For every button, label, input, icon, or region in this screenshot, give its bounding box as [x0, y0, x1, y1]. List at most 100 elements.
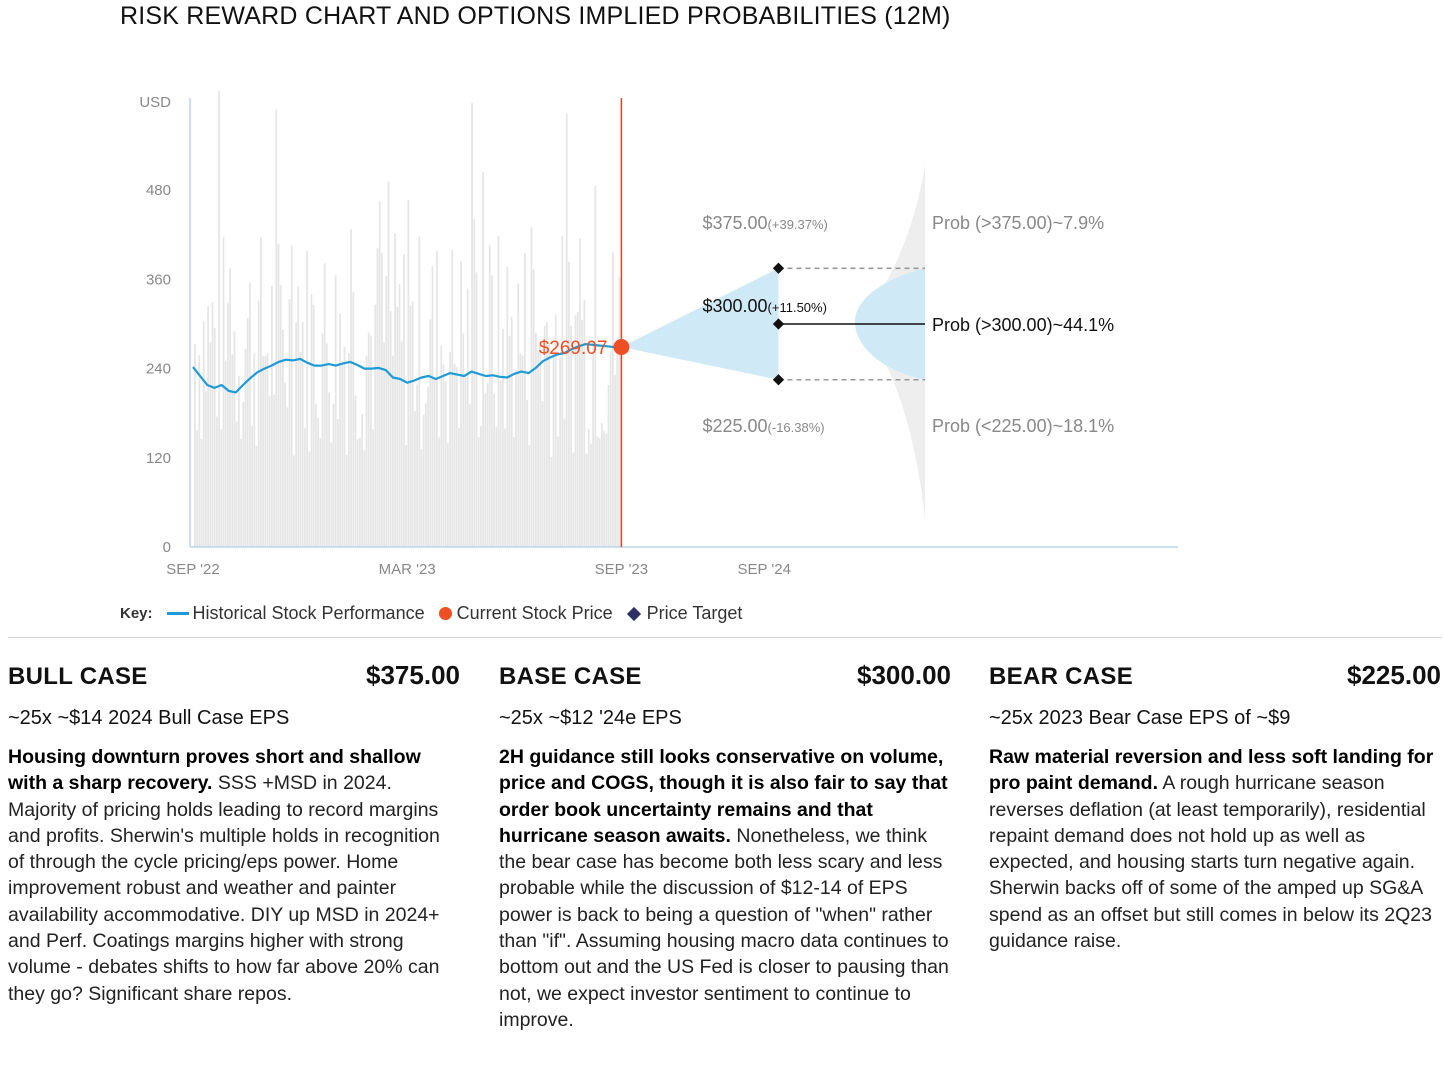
chart-labels: $269.07 $375.00(+39.37%) Prob (>375.00)~7.… — [539, 213, 1114, 436]
y-tick-label: 360 — [146, 271, 171, 288]
volume-bar — [328, 392, 330, 547]
volume-bar — [207, 305, 209, 547]
volume-bar — [306, 250, 308, 547]
volume-bar — [275, 109, 278, 547]
volume-bar — [484, 393, 487, 547]
bear-case-price: $225.00 — [1347, 660, 1441, 690]
volume-bar — [253, 353, 256, 547]
volume-bar — [378, 201, 381, 547]
volume-bar — [469, 404, 471, 547]
axes: USD 0 120 240 360 480 SEP '22 MAR '23 SEP '23 SEP… — [139, 94, 1178, 578]
volume-bar — [389, 310, 392, 547]
volume-bar — [420, 448, 423, 547]
key-historical-label: Historical Stock Performance — [192, 603, 425, 623]
y-tick-label: 480 — [146, 182, 171, 199]
volume-bar — [605, 433, 608, 547]
volume-bar — [537, 350, 539, 547]
current-price-label: $269.07 — [539, 338, 608, 359]
volume-bar — [433, 377, 436, 547]
volume-bar — [508, 335, 511, 547]
bull-case-title: BULL CASE — [8, 663, 148, 690]
volume-bar — [246, 318, 249, 547]
volume-bar — [513, 437, 515, 547]
volume-bar — [480, 426, 482, 547]
bull-case: BULL CASE $375.00 ~25x ~$14 2024 Bull Ca… — [8, 660, 460, 1007]
base-case-eps: ~25x ~$12 '24e EPS — [499, 707, 682, 729]
y-unit-label: USD — [139, 94, 171, 111]
volume-bar — [361, 414, 363, 547]
probability-label: Prob (<225.00)~18.1% — [932, 416, 1114, 436]
target-diamond — [772, 262, 785, 274]
volume-bar — [403, 254, 405, 547]
volume-bar — [211, 302, 214, 547]
target-diamond — [772, 318, 785, 330]
line-swatch-icon — [166, 612, 189, 615]
volume-bar — [521, 355, 524, 547]
volume-bar — [343, 347, 346, 547]
volume-bar — [576, 312, 579, 547]
volume-bar — [257, 300, 260, 547]
volume-bar — [224, 360, 227, 547]
volume-bar — [568, 261, 570, 547]
volume-bar — [339, 313, 341, 547]
target-price-label: $225.00(-16.38%) — [702, 416, 824, 436]
volume-bar — [372, 429, 374, 547]
volume-bar — [222, 237, 225, 547]
volume-bar — [416, 384, 418, 547]
volume-bar — [387, 181, 390, 547]
bull-case-body: SSS +MSD in 2024. Majority of pricing ho… — [8, 772, 440, 1005]
volume-bar — [268, 396, 271, 547]
volume-bar — [596, 436, 599, 547]
volume-bar — [350, 229, 352, 548]
volume-bar — [592, 342, 594, 547]
volume-bar — [367, 332, 370, 547]
volume-bar — [458, 427, 460, 547]
volume-bar — [539, 345, 542, 547]
volume-bar — [321, 333, 324, 547]
volume-bar — [332, 404, 335, 547]
volume-bar — [598, 438, 601, 547]
x-tick-label: SEP '23 — [595, 561, 648, 578]
volume-bar — [499, 380, 502, 547]
divider — [8, 637, 1442, 638]
volume-bar — [561, 236, 564, 547]
chart-key: Key: Historical Stock Performance Curren… — [120, 603, 756, 624]
volume-bar — [200, 438, 203, 547]
target-price-label: $375.00(+39.37%) — [702, 213, 827, 233]
volume-bar — [590, 443, 592, 547]
volume-bar — [612, 252, 614, 547]
volume-bar — [286, 407, 289, 547]
x-tick-label: SEP '22 — [166, 561, 219, 578]
x-tick-label: MAR '23 — [379, 561, 436, 578]
volume-bar — [614, 374, 616, 547]
volume-bar — [455, 367, 458, 547]
volume-bar — [583, 300, 586, 547]
volume-bar — [444, 381, 447, 547]
volume-bar — [326, 343, 328, 547]
volume-bar — [279, 285, 282, 547]
bear-case-title: BEAR CASE — [989, 663, 1134, 690]
volume-bar — [543, 326, 546, 547]
volume-bar — [288, 299, 291, 547]
volume-bar — [453, 363, 456, 547]
volume-bar — [436, 251, 438, 548]
base-case-lead: 2H guidance still looks conservative on … — [499, 746, 948, 847]
bear-case-text: Raw material reversion and less soft lan… — [989, 744, 1441, 954]
volume-bar — [216, 416, 218, 547]
volume-bar — [385, 275, 388, 547]
volume-bar — [290, 245, 293, 547]
volume-bar — [213, 328, 216, 547]
historical-price-line — [192, 343, 622, 394]
volume-bar — [198, 355, 201, 547]
volume-bars — [194, 91, 621, 548]
volume-bar — [616, 350, 619, 547]
volume-bar — [282, 329, 284, 547]
volume-bar — [330, 442, 333, 547]
volume-bar — [486, 383, 489, 547]
volume-bar — [251, 425, 253, 547]
volume-bar — [233, 331, 236, 547]
volume-bar — [374, 304, 377, 547]
volume-bar — [565, 113, 568, 548]
volume-bar — [552, 351, 555, 547]
page-title: RISK REWARD CHART AND OPTIONS IMPLIED PR… — [120, 2, 951, 30]
